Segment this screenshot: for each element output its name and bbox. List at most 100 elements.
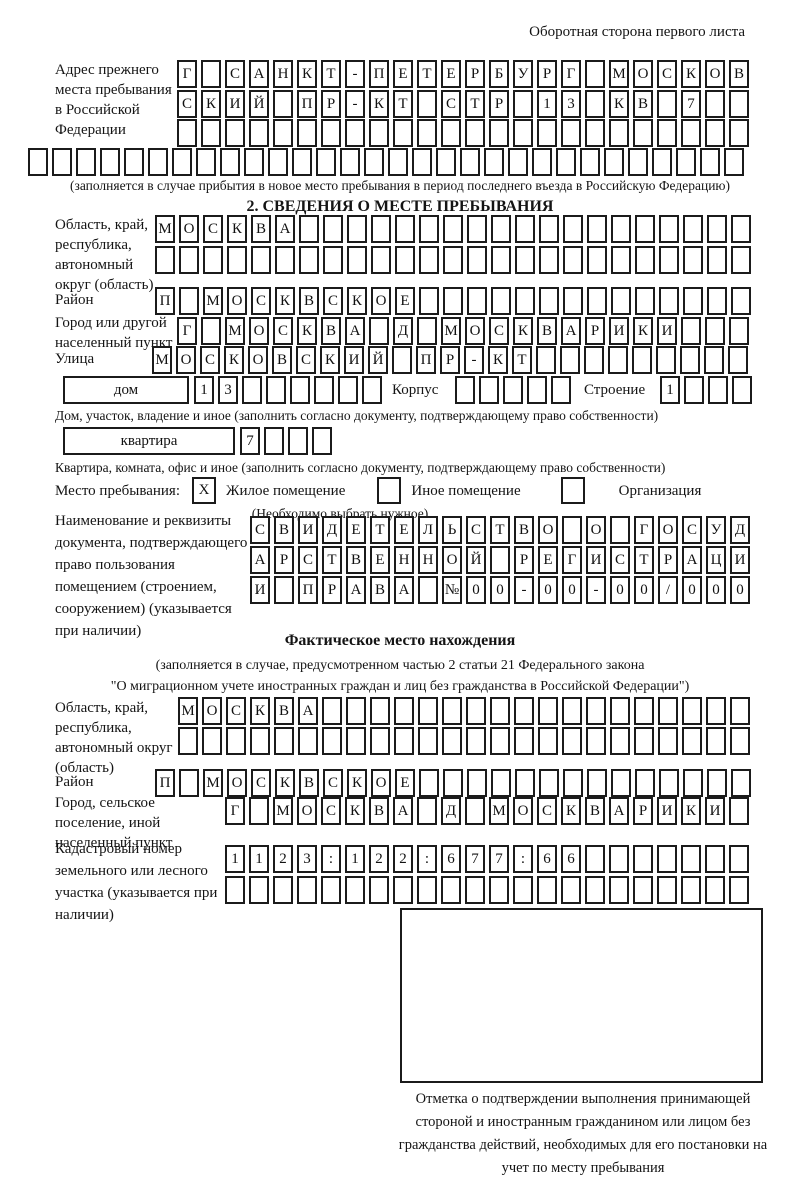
char-cell[interactable]	[562, 516, 582, 544]
char-cell[interactable]	[536, 346, 556, 374]
char-cell[interactable]	[585, 845, 605, 873]
char-cell[interactable]	[418, 727, 438, 755]
char-cell[interactable]: Т	[417, 60, 437, 88]
korpus-cells[interactable]	[455, 376, 571, 404]
char-cell[interactable]	[418, 697, 438, 725]
char-cell[interactable]	[561, 119, 581, 147]
char-cell[interactable]: В	[272, 346, 292, 374]
char-cell[interactable]: И	[225, 90, 245, 118]
char-cell[interactable]: 6	[441, 845, 461, 873]
char-cell[interactable]	[683, 246, 703, 274]
char-cell[interactable]: И	[344, 346, 364, 374]
char-cell[interactable]	[371, 215, 391, 243]
char-cell[interactable]: К	[513, 317, 533, 345]
char-cell[interactable]	[178, 727, 198, 755]
char-cell[interactable]	[466, 697, 486, 725]
char-cell[interactable]	[563, 287, 583, 315]
char-cell[interactable]	[227, 246, 247, 274]
char-cell[interactable]	[395, 246, 415, 274]
document-row-3[interactable]: И П Р А В А № 0 0-0 0-0 0/0 0 0	[250, 576, 750, 604]
char-cell[interactable]: В	[274, 516, 294, 544]
char-cell[interactable]	[515, 769, 535, 797]
char-cell[interactable]	[443, 769, 463, 797]
char-cell[interactable]	[658, 727, 678, 755]
char-cell[interactable]	[76, 148, 96, 176]
char-cell[interactable]: Б	[489, 60, 509, 88]
char-cell[interactable]	[264, 427, 284, 455]
char-cell[interactable]	[585, 876, 605, 904]
char-cell[interactable]	[393, 876, 413, 904]
char-cell[interactable]	[635, 246, 655, 274]
char-cell[interactable]	[537, 119, 557, 147]
char-cell[interactable]	[729, 90, 749, 118]
char-cell[interactable]: Т	[322, 546, 342, 574]
char-cell[interactable]	[249, 119, 269, 147]
char-cell[interactable]: Ь	[442, 516, 462, 544]
char-cell[interactable]: С	[323, 287, 343, 315]
char-cell[interactable]	[100, 148, 120, 176]
char-cell[interactable]	[730, 697, 750, 725]
char-cell[interactable]	[466, 727, 486, 755]
char-cell[interactable]: 6	[537, 845, 557, 873]
char-cell[interactable]: Р	[465, 60, 485, 88]
char-cell[interactable]: К	[369, 90, 389, 118]
prev-address-row-4[interactable]	[28, 148, 744, 176]
char-cell[interactable]: П	[155, 287, 175, 315]
char-cell[interactable]	[148, 148, 168, 176]
char-cell[interactable]: :	[513, 845, 533, 873]
char-cell[interactable]: К	[345, 797, 365, 825]
char-cell[interactable]: Й	[249, 90, 269, 118]
char-cell[interactable]	[490, 727, 510, 755]
char-cell[interactable]	[635, 769, 655, 797]
char-cell[interactable]	[587, 287, 607, 315]
char-cell[interactable]: К	[275, 769, 295, 797]
char-cell[interactable]	[657, 845, 677, 873]
char-cell[interactable]	[369, 876, 389, 904]
char-cell[interactable]	[707, 215, 727, 243]
char-cell[interactable]	[515, 246, 535, 274]
char-cell[interactable]: С	[251, 769, 271, 797]
char-cell[interactable]: К	[347, 287, 367, 315]
char-cell[interactable]	[513, 876, 533, 904]
char-cell[interactable]	[201, 119, 221, 147]
char-cell[interactable]	[297, 119, 317, 147]
char-cell[interactable]	[273, 876, 293, 904]
char-cell[interactable]	[729, 845, 749, 873]
stroenie-cells[interactable]: 1	[660, 376, 752, 404]
char-cell[interactable]	[491, 287, 511, 315]
char-cell[interactable]: У	[513, 60, 533, 88]
char-cell[interactable]	[729, 797, 749, 825]
char-cell[interactable]: А	[298, 697, 318, 725]
char-cell[interactable]	[705, 119, 725, 147]
char-cell[interactable]: 0	[682, 576, 702, 604]
char-cell[interactable]	[659, 246, 679, 274]
char-cell[interactable]: Р	[321, 90, 341, 118]
char-cell[interactable]	[484, 148, 504, 176]
char-cell[interactable]: О	[371, 769, 391, 797]
char-cell[interactable]: Ц	[706, 546, 726, 574]
char-cell[interactable]	[708, 376, 728, 404]
char-cell[interactable]	[585, 60, 605, 88]
char-cell[interactable]	[249, 876, 269, 904]
char-cell[interactable]: Р	[658, 546, 678, 574]
char-cell[interactable]: :	[321, 845, 341, 873]
char-cell[interactable]	[274, 576, 294, 604]
char-cell[interactable]	[220, 148, 240, 176]
char-cell[interactable]	[682, 697, 702, 725]
stay-type-checkbox-inoe[interactable]	[377, 477, 402, 504]
char-cell[interactable]	[610, 727, 630, 755]
char-cell[interactable]: 7	[681, 90, 701, 118]
char-cell[interactable]	[731, 215, 751, 243]
char-cell[interactable]	[442, 727, 462, 755]
char-cell[interactable]: К	[609, 90, 629, 118]
char-cell[interactable]: С	[296, 346, 316, 374]
char-cell[interactable]: У	[706, 516, 726, 544]
char-cell[interactable]	[724, 148, 744, 176]
char-cell[interactable]	[290, 376, 310, 404]
char-cell[interactable]: 0	[706, 576, 726, 604]
char-cell[interactable]	[658, 697, 678, 725]
char-cell[interactable]	[580, 148, 600, 176]
char-cell[interactable]	[633, 119, 653, 147]
char-cell[interactable]	[609, 119, 629, 147]
